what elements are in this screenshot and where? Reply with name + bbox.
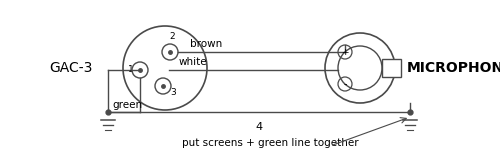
Text: -: - bbox=[343, 80, 347, 89]
FancyBboxPatch shape bbox=[382, 59, 401, 77]
Text: white: white bbox=[178, 57, 207, 67]
Text: 2: 2 bbox=[169, 32, 175, 41]
Text: 1: 1 bbox=[128, 66, 134, 74]
Text: brown: brown bbox=[190, 39, 222, 49]
Text: green: green bbox=[112, 100, 142, 110]
Text: MICROPHONE: MICROPHONE bbox=[407, 61, 500, 75]
Text: GAC-3: GAC-3 bbox=[50, 61, 93, 75]
Text: +: + bbox=[341, 48, 349, 57]
Text: 3: 3 bbox=[170, 88, 176, 97]
Text: put screens + green line together: put screens + green line together bbox=[182, 138, 358, 148]
Text: 4: 4 bbox=[256, 122, 262, 132]
